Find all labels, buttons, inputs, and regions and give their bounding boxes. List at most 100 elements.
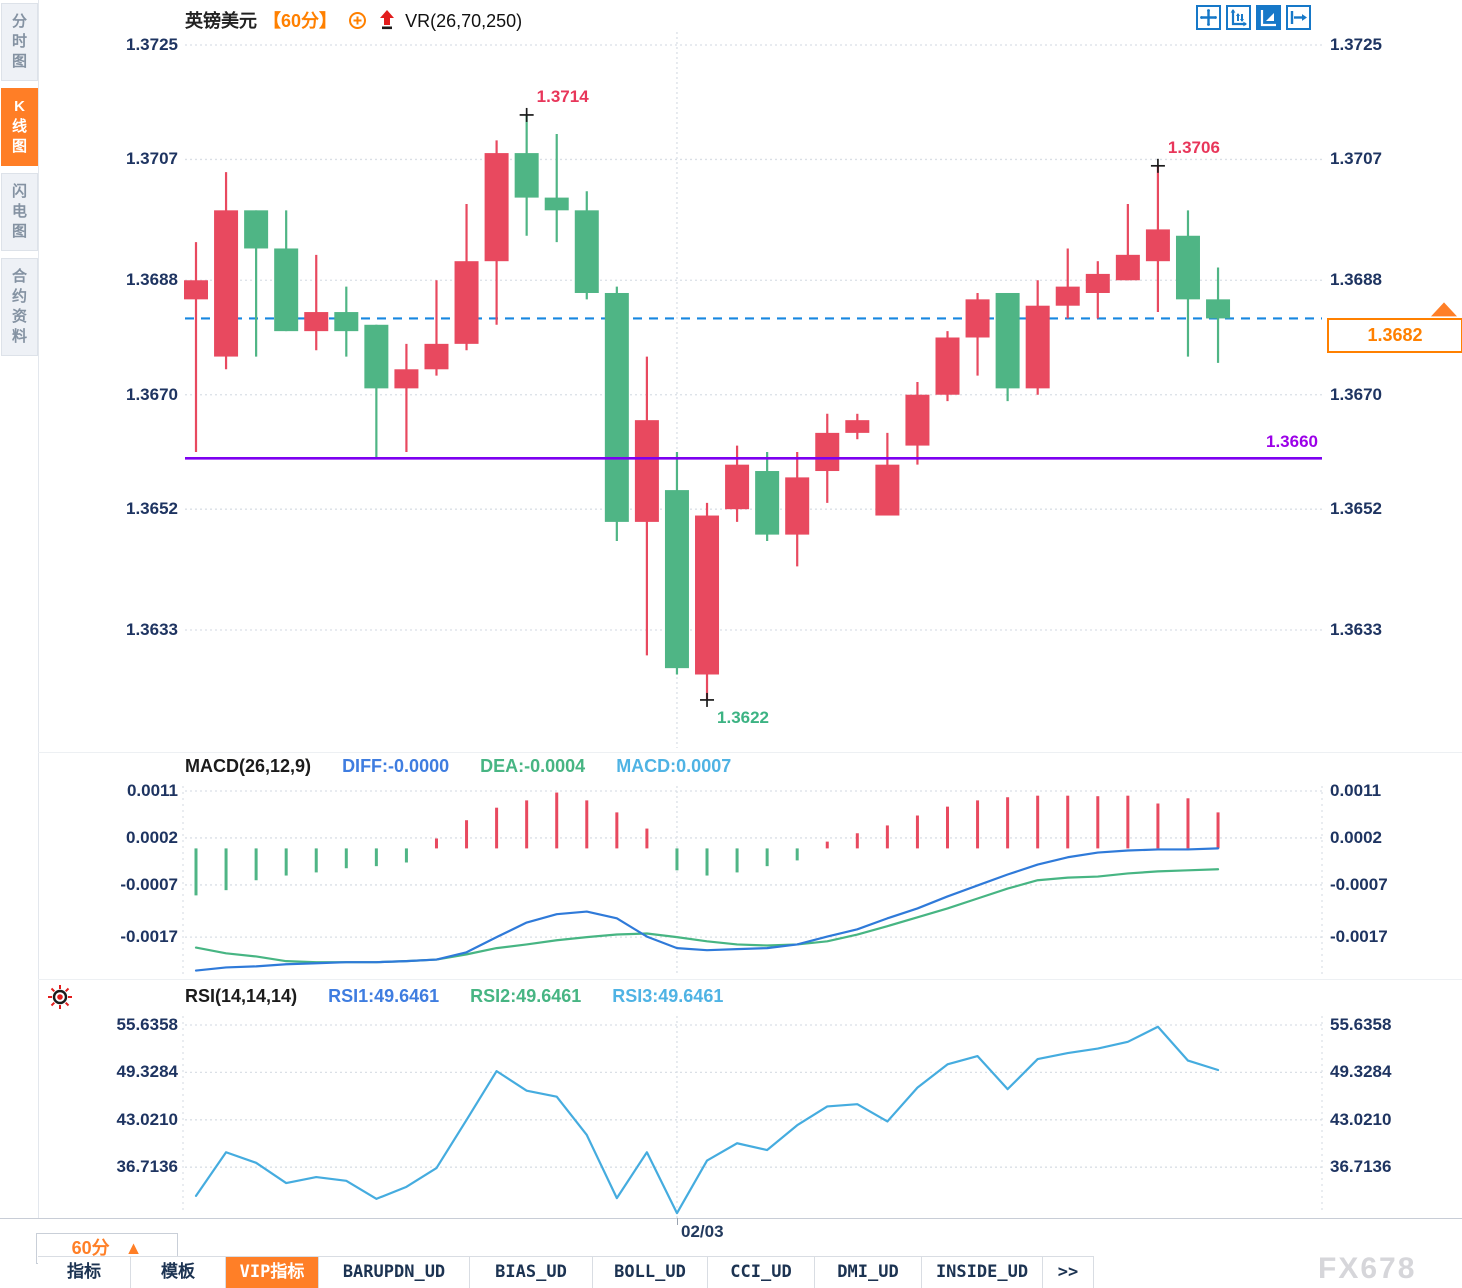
axis-tick-label: 0.0011 — [126, 780, 178, 800]
macd-histogram-bar — [344, 848, 348, 869]
macd-header: MACD(26,12,9) DIFF:-0.0000 DEA:-0.0004 M… — [185, 756, 757, 777]
macd-histogram-bar — [946, 806, 949, 849]
more-tabs-button[interactable]: >> — [1043, 1257, 1094, 1288]
candle-body — [304, 312, 329, 332]
tab-DMI_UD[interactable]: DMI_UD — [815, 1257, 922, 1288]
macd-diff-value: DIFF:-0.0000 — [342, 756, 450, 776]
axis-tick-label: 49.3284 — [1330, 1062, 1392, 1082]
candle-body — [905, 394, 930, 446]
drawing-pointer-icon[interactable] — [1256, 5, 1281, 30]
macd-histogram-bar — [495, 807, 499, 849]
axis-tick-label: -0.0017 — [1330, 927, 1388, 947]
candle-body — [664, 490, 689, 669]
watermark: FX678 — [1318, 1252, 1417, 1285]
macd-histogram-bar — [1096, 796, 1100, 849]
axis-tick-label: 1.3633 — [126, 619, 178, 639]
candle-body — [184, 280, 208, 300]
candle-body — [1085, 273, 1110, 293]
tab-指标[interactable]: 指标 — [38, 1257, 131, 1288]
axis-tick-label: 1.3707 — [1330, 149, 1382, 169]
candle-body — [725, 464, 750, 510]
axis-tick-label: -0.0007 — [120, 874, 178, 894]
macd-histogram-bar — [645, 828, 649, 849]
macd-histogram-bar — [1186, 798, 1190, 849]
candle-body — [274, 248, 299, 332]
rsi2-value: RSI2:49.6461 — [470, 986, 582, 1006]
candle-body — [544, 197, 569, 211]
candle-body — [604, 292, 629, 522]
axis-tick-label: 1.3707 — [126, 149, 178, 169]
candle-body — [364, 324, 389, 389]
candle-body — [845, 420, 870, 433]
period-button-label: 60分 — [71, 1238, 110, 1258]
axis-tick-label: 1.3688 — [1330, 270, 1382, 290]
add-indicator-icon[interactable] — [348, 12, 372, 34]
macd-histogram-bar — [314, 848, 318, 873]
macd-histogram-bar — [795, 848, 799, 861]
candle-body — [1206, 299, 1231, 319]
date-axis-label: 02/03 — [681, 1222, 724, 1241]
axis-tick-label: 1.3633 — [1330, 619, 1382, 639]
macd-histogram-bar — [675, 848, 679, 871]
candle-body — [454, 261, 479, 344]
macd-histogram-bar — [224, 848, 228, 891]
period-tag[interactable]: 【60分】 — [263, 11, 338, 31]
tab-VIP指标[interactable]: VIP指标 — [226, 1257, 319, 1288]
axis-tick-label: 1.3725 — [1330, 35, 1382, 54]
indicator-alert-icon[interactable] — [46, 983, 74, 1016]
candle-body — [574, 210, 599, 293]
tab-INSIDE_UD[interactable]: INSIDE_UD — [922, 1257, 1043, 1288]
candle-body — [424, 343, 449, 370]
macd-histogram-bar — [915, 815, 919, 849]
macd-histogram-bar — [434, 838, 438, 849]
chart-header: 英镑美元 【60分】 VR(26,70,250) — [185, 6, 522, 32]
rsi-line — [194, 1025, 1220, 1215]
macd-histogram-bar — [555, 792, 559, 849]
macd-histogram-bar — [1036, 795, 1040, 849]
macd-histogram-bar — [374, 848, 378, 867]
chevron-up-icon: ▲ — [124, 1238, 143, 1258]
chart-plot-area[interactable] — [185, 32, 1322, 748]
trend-up-arrow-icon — [378, 10, 401, 34]
candle-body — [394, 369, 419, 389]
macd-histogram-bar — [855, 833, 859, 849]
macd-histogram-bar — [1156, 803, 1160, 849]
tab-模板[interactable]: 模板 — [131, 1257, 226, 1288]
axis-tick-label: 1.3670 — [1330, 384, 1382, 404]
candle-body — [815, 432, 840, 472]
macd-dea-value: DEA:-0.0004 — [480, 756, 586, 776]
macd-histogram-bar — [284, 848, 288, 876]
macd-diff-line — [194, 847, 1220, 972]
tab-CCI_UD[interactable]: CCI_UD — [708, 1257, 815, 1288]
sidebar-item-闪电图[interactable]: 闪 电 图 — [1, 173, 38, 251]
macd-histogram-bar — [976, 800, 980, 849]
candle-body — [875, 464, 900, 516]
macd-histogram-bar — [1126, 795, 1130, 849]
indicator-tab-bar: 指标 模板 VIP指标 BARUPDN_UD BIAS_UD BOLL_UD CCI_UD D… — [38, 1256, 1094, 1288]
macd-histogram-bar — [885, 825, 889, 849]
sidebar-item-K线图[interactable]: K 线 图 — [1, 88, 38, 166]
macd-name[interactable]: MACD(26,12,9) — [185, 756, 312, 776]
rsi3-value: RSI3:49.6461 — [612, 986, 724, 1006]
macd-histogram-bar — [735, 848, 739, 873]
candle-body — [995, 292, 1020, 389]
left-sidebar: 分 时 图 K 线 图闪 电 图合 约 资 料 — [0, 3, 38, 363]
chart-toolbar — [1196, 5, 1311, 30]
candle-body — [1115, 254, 1140, 281]
tab-BOLL_UD[interactable]: BOLL_UD — [593, 1257, 708, 1288]
overlay-indicator-label[interactable]: VR(26,70,250) — [405, 11, 523, 31]
rsi-name[interactable]: RSI(14,14,14) — [185, 986, 298, 1006]
axis-tick-label: 43.0210 — [1330, 1109, 1392, 1129]
macd-histogram-bar — [1066, 795, 1070, 849]
pan-right-icon[interactable] — [1286, 5, 1311, 30]
axis-tick-label: 43.0210 — [116, 1109, 178, 1129]
macd-histogram-bar — [254, 848, 258, 881]
tab-BIAS_UD[interactable]: BIAS_UD — [470, 1257, 593, 1288]
sidebar-item-合约资料[interactable]: 合 约 资 料 — [1, 258, 38, 356]
crosshair-move-icon[interactable] — [1196, 5, 1221, 30]
macd-histogram-bar — [1216, 812, 1220, 849]
sidebar-item-分时图[interactable]: 分 时 图 — [1, 3, 38, 81]
panel-separator — [38, 979, 1462, 980]
axis-scale-icon[interactable] — [1226, 5, 1251, 30]
tab-BARUPDN_UD[interactable]: BARUPDN_UD — [319, 1257, 470, 1288]
